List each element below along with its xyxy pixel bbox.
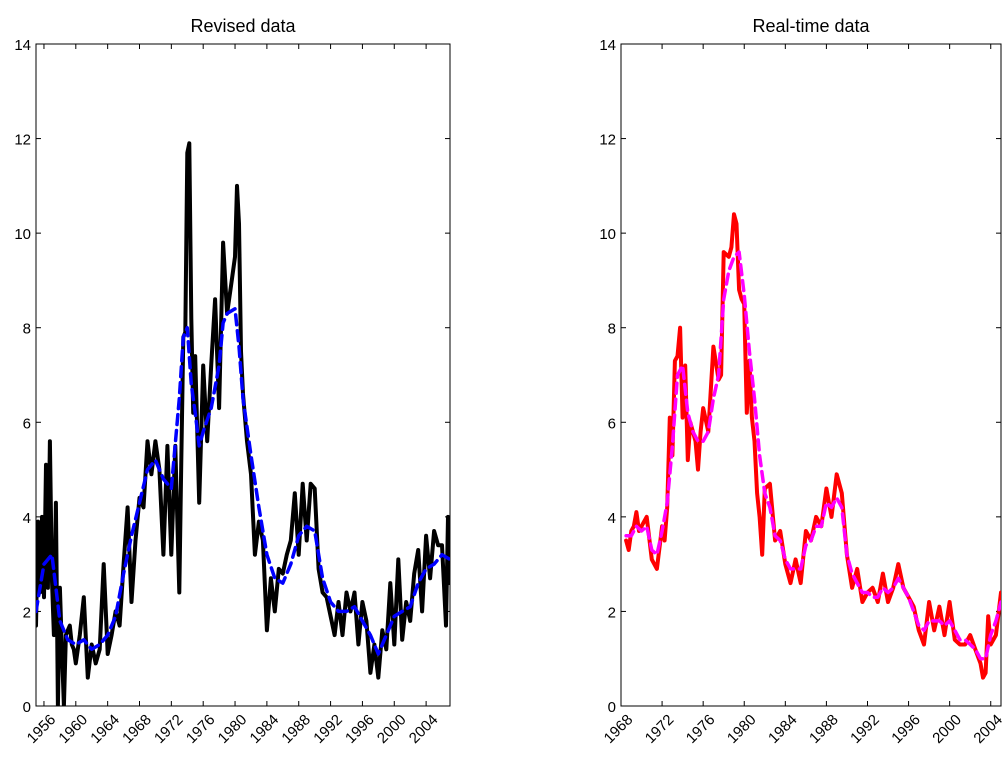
chart-2-ytick-label: 8 bbox=[608, 321, 616, 338]
chart-1-ytick-label: 6 bbox=[23, 415, 31, 432]
chart-2-ytick-label: 4 bbox=[608, 510, 616, 527]
chart-1-ytick-label: 0 bbox=[23, 699, 31, 716]
chart-1: Revised data0246810121419561960196419681… bbox=[14, 16, 451, 747]
chart-1-xtick-label: 1988 bbox=[278, 711, 314, 747]
chart-1-title: Revised data bbox=[190, 16, 296, 36]
chart-1-series-2-line bbox=[36, 307, 450, 656]
chart-2-xtick-label: 1984 bbox=[765, 711, 801, 747]
chart-1-xtick-label: 1996 bbox=[342, 711, 378, 747]
chart-1-plot-frame bbox=[35, 43, 451, 707]
chart-1-ytick-label: 14 bbox=[14, 37, 31, 54]
chart-2-xtick-label: 2004 bbox=[970, 711, 1003, 747]
chart-1-ytick-label: 4 bbox=[23, 510, 31, 527]
chart-2-xtick-label: 1980 bbox=[724, 711, 760, 747]
chart-1-xtick-label: 1976 bbox=[183, 711, 219, 747]
chart-1-xtick-label: 1992 bbox=[310, 711, 346, 747]
chart-2-title: Real-time data bbox=[752, 16, 870, 36]
chart-2-plot-frame bbox=[620, 43, 1002, 707]
chart-2-xtick-label: 1976 bbox=[683, 711, 719, 747]
chart-2-xtick-label: 1992 bbox=[847, 711, 883, 747]
chart-2-series-1-line bbox=[624, 212, 1001, 680]
chart-1-xtick-label: 1972 bbox=[151, 711, 187, 747]
chart-1-xtick-label: 1984 bbox=[247, 711, 283, 747]
chart-2-xtick-label: 1968 bbox=[601, 711, 637, 747]
chart-2-ytick-label: 6 bbox=[608, 415, 616, 432]
chart-2-xtick-label: 1996 bbox=[888, 711, 924, 747]
chart-1-series-1-line bbox=[36, 141, 450, 706]
chart-2-xtick-label: 1972 bbox=[642, 711, 678, 747]
chart-1-xtick-label: 2000 bbox=[374, 711, 410, 747]
chart-2-ytick-label: 12 bbox=[599, 132, 616, 149]
chart-1-ytick-label: 12 bbox=[14, 132, 31, 149]
chart-1-ytick-label: 10 bbox=[14, 226, 31, 243]
chart-1-ytick-label: 2 bbox=[23, 604, 31, 621]
chart-1-xtick-label: 1968 bbox=[119, 711, 155, 747]
chart-2-xtick-label: 1988 bbox=[806, 711, 842, 747]
chart-1-xtick-label: 1960 bbox=[56, 711, 92, 747]
chart-2-xtick-label: 2000 bbox=[929, 711, 965, 747]
chart-2-ytick-label: 14 bbox=[599, 37, 616, 54]
chart-1-xtick-label: 1964 bbox=[87, 711, 123, 747]
chart-2-series-2-line bbox=[624, 250, 1001, 661]
chart-2-ytick-label: 0 bbox=[608, 699, 616, 716]
chart-1-ytick-label: 8 bbox=[23, 321, 31, 338]
chart-2-ytick-label: 2 bbox=[608, 604, 616, 621]
chart-2-ytick-label: 10 bbox=[599, 226, 616, 243]
chart-1-xtick-label: 1980 bbox=[215, 711, 251, 747]
chart-1-xtick-label: 1956 bbox=[24, 711, 60, 747]
chart-1-xtick-label: 2004 bbox=[406, 711, 442, 747]
